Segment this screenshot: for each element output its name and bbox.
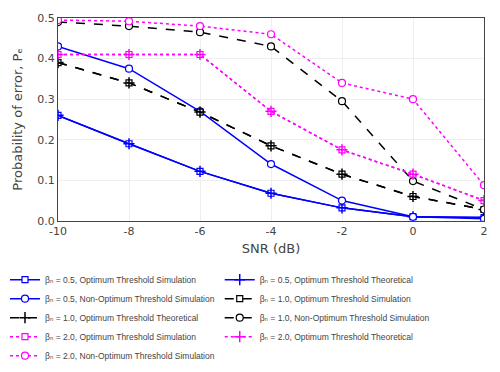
svg-text:βₙ = 1.0, Optimum Threshold Si: βₙ = 1.0, Optimum Threshold Simulation <box>260 294 411 304</box>
svg-text:βₙ = 0.5, Optimum Threshold Si: βₙ = 0.5, Optimum Threshold Simulation <box>45 275 196 285</box>
svg-text:0.1: 0.1 <box>37 174 55 187</box>
svg-text:Probability of error, Pₑ: Probability of error, Pₑ <box>10 48 25 191</box>
svg-text:βₙ = 0.5, Optimum Threshold Th: βₙ = 0.5, Optimum Threshold Theoretical <box>260 275 413 285</box>
svg-text:βₙ = 0.5, Non-Optimum Threshol: βₙ = 0.5, Non-Optimum Threshold Simulati… <box>45 294 215 304</box>
svg-text:0.0: 0.0 <box>37 215 55 228</box>
svg-text:0: 0 <box>410 225 417 238</box>
svg-text:βₙ = 1.0, Non-Optimum Threshol: βₙ = 1.0, Non-Optimum Threshold Simulati… <box>260 313 430 323</box>
svg-text:0.4: 0.4 <box>37 52 55 65</box>
svg-text:2: 2 <box>481 225 488 238</box>
svg-text:-6: -6 <box>195 225 206 238</box>
svg-text:0.5: 0.5 <box>37 12 55 25</box>
svg-text:0.2: 0.2 <box>37 134 55 147</box>
svg-text:-10: -10 <box>49 225 67 238</box>
svg-text:βₙ = 2.0, Non-Optimum Threshol: βₙ = 2.0, Non-Optimum Threshold Simulati… <box>45 351 215 361</box>
svg-text:-8: -8 <box>124 225 135 238</box>
svg-text:SNR (dB): SNR (dB) <box>242 241 300 256</box>
svg-text:-2: -2 <box>337 225 348 238</box>
svg-text:βₙ = 2.0, Optimum Threshold Th: βₙ = 2.0, Optimum Threshold Theoretical <box>260 332 413 342</box>
svg-text:βₙ = 2.0, Optimum Threshold Si: βₙ = 2.0, Optimum Threshold Simulation <box>45 332 196 342</box>
svg-text:βₙ = 1.0, Optimum Threshold Th: βₙ = 1.0, Optimum Threshold Theoretical <box>45 313 198 323</box>
svg-text:0.3: 0.3 <box>37 93 55 106</box>
svg-text:-4: -4 <box>266 225 277 238</box>
